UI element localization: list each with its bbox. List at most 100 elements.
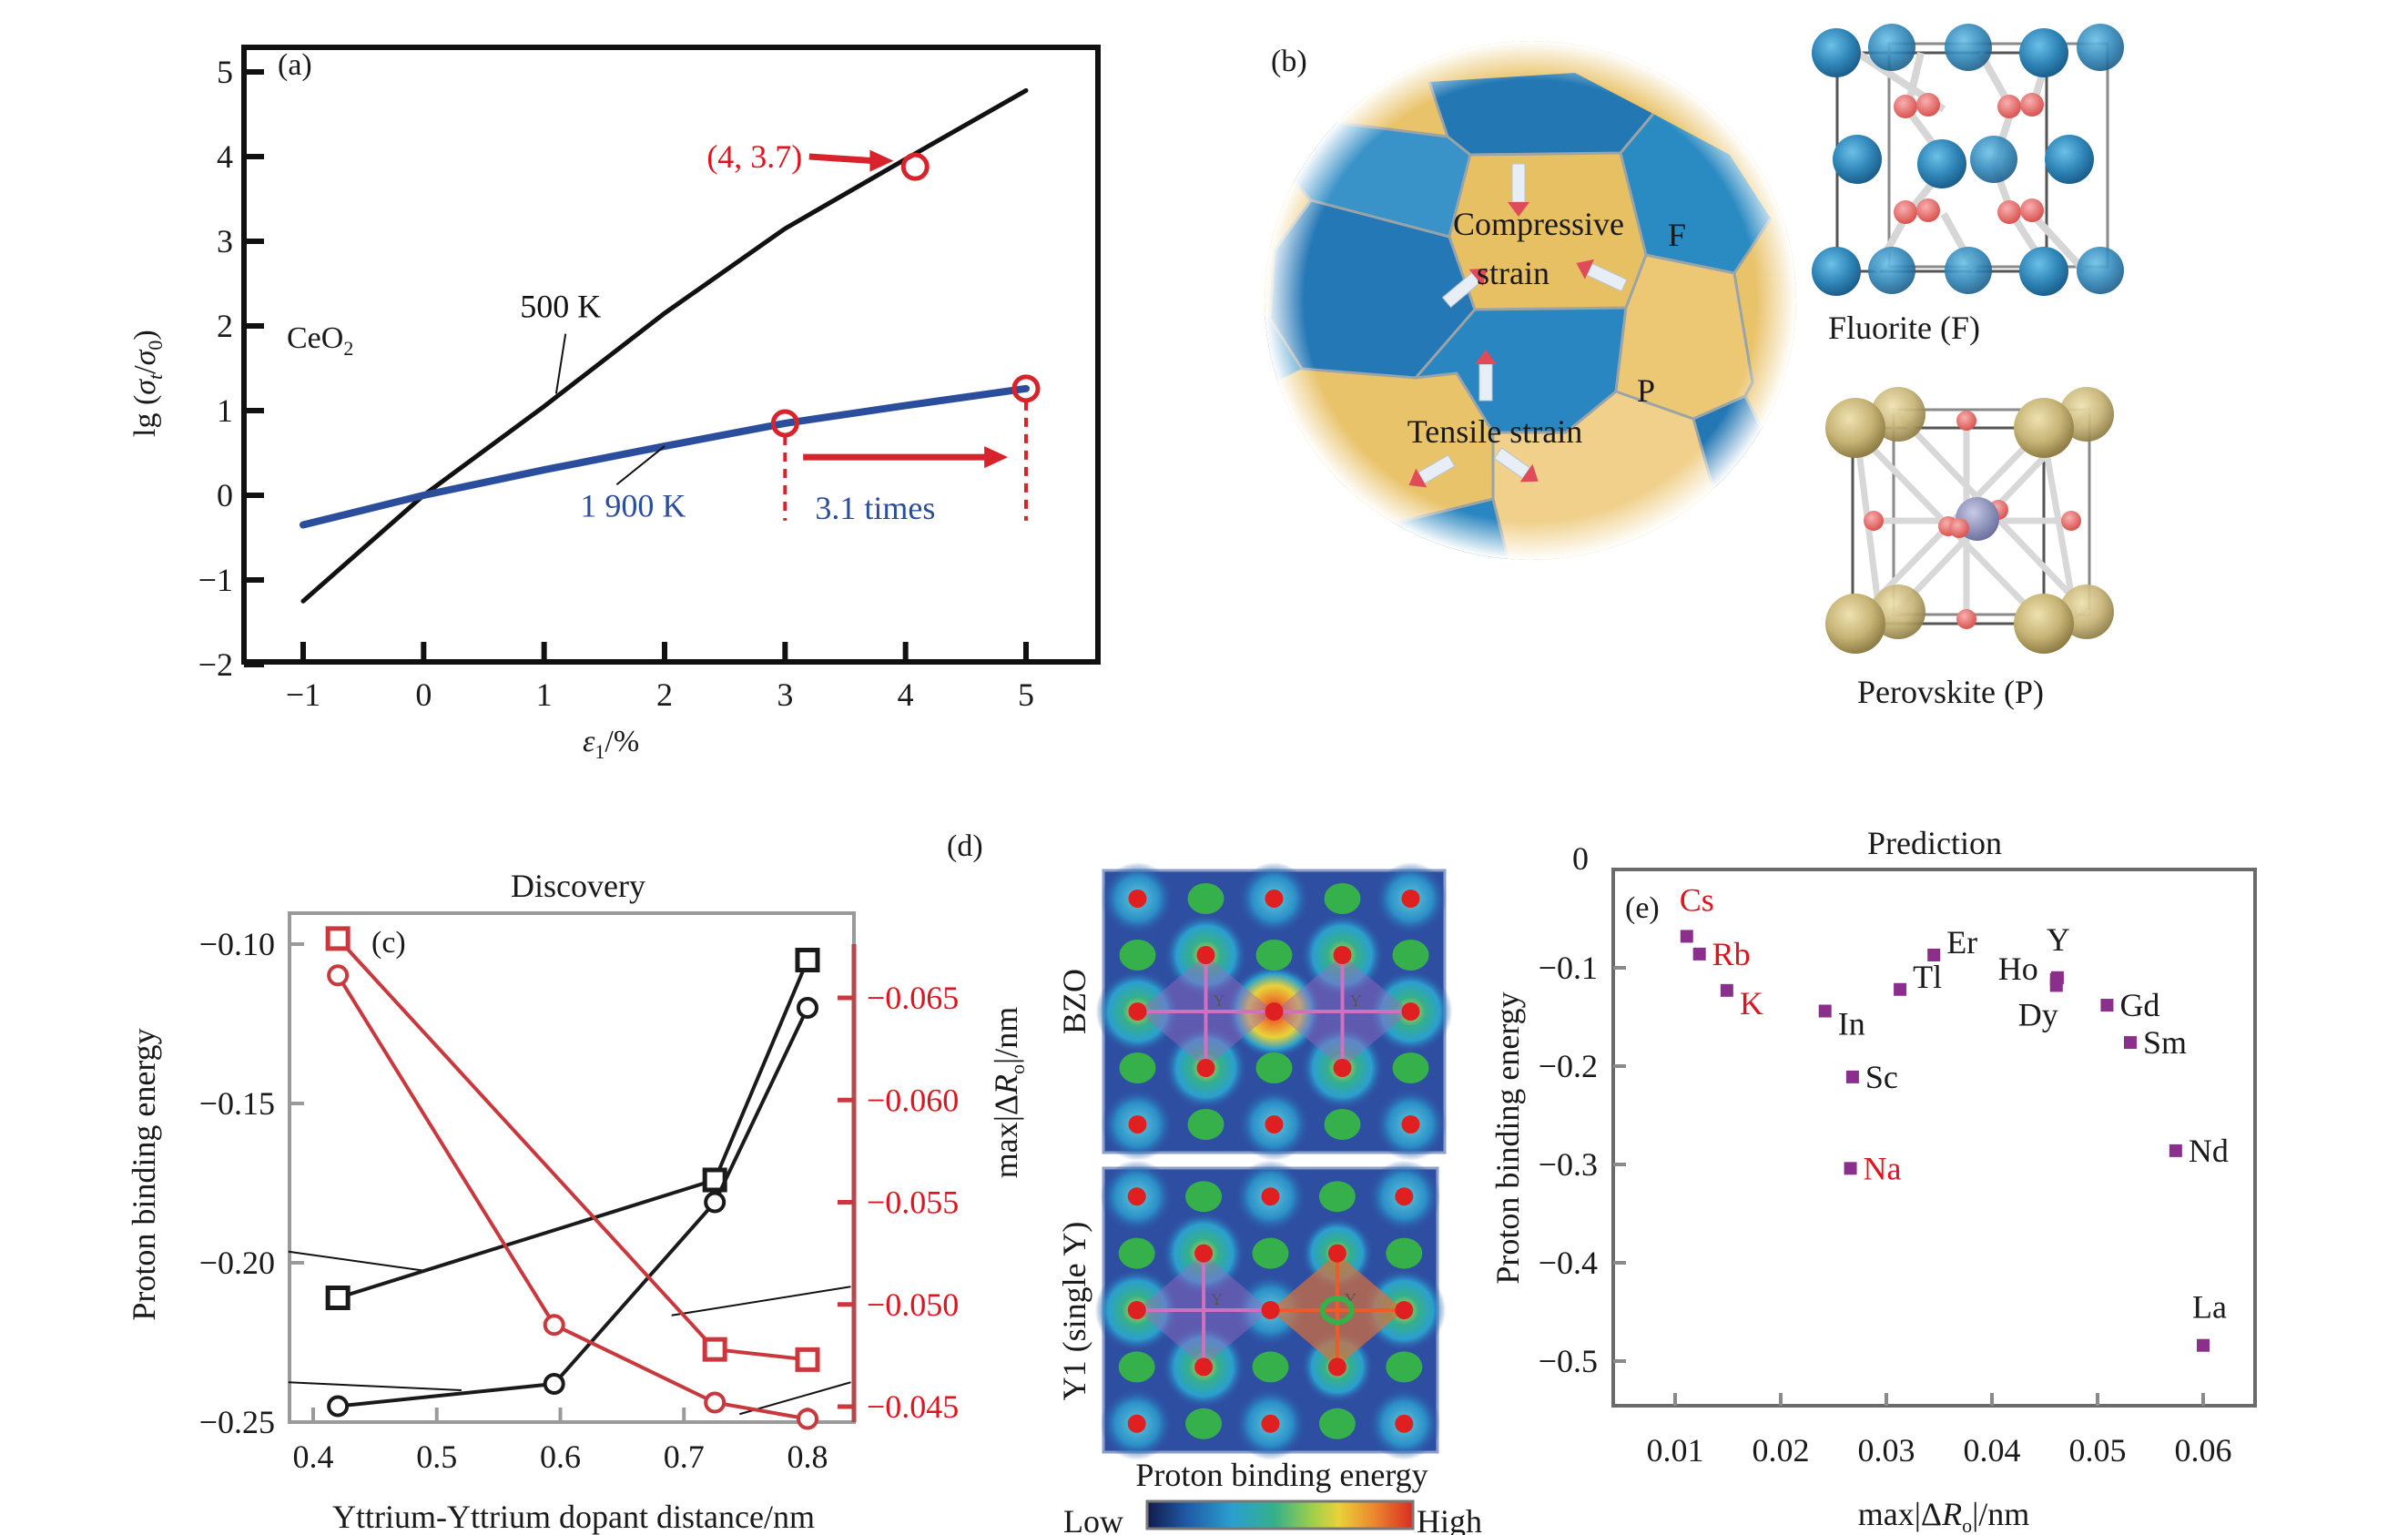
panel-e-label: (e) — [1625, 891, 1660, 925]
series-pointer-line — [288, 1381, 462, 1391]
y-tick-label: 5 — [217, 54, 233, 90]
oxygen-site — [1127, 1187, 1146, 1206]
cation-site — [1318, 1408, 1356, 1439]
cation-site — [1119, 1052, 1156, 1083]
y-tick-label: 1 — [217, 392, 233, 429]
anion-atom — [1997, 95, 2021, 118]
data-point-in — [1818, 1004, 1832, 1018]
perovskite-grain-label: P — [1637, 372, 1655, 409]
single-y-site — [1319, 1296, 1355, 1325]
cation-site — [1318, 1181, 1356, 1213]
y-tick-label-left: −0.20 — [199, 1245, 275, 1281]
y-tick-label: −0.2 — [1539, 1048, 1598, 1084]
highlight-circle — [900, 152, 930, 181]
oxygen-site — [1194, 1244, 1214, 1263]
panel-a-frame — [241, 45, 1101, 665]
point-label-sc: Sc — [1865, 1059, 1898, 1095]
point-label-sm: Sm — [2143, 1024, 2187, 1061]
panel-c-ticks: 0.4 0.5 0.6 0.7 0.8 −0.10 −0.15 −0.20 −0.25 −0.06… — [199, 926, 960, 1475]
panel-a-ticks: −1 0 1 2 3 4 5 −2 −1 0 1 2 3 4 5 — [198, 54, 1034, 713]
x-tick-label: 3 — [777, 676, 793, 713]
y-tick-label: −0.4 — [1539, 1245, 1598, 1281]
oxygen-site — [1196, 946, 1215, 964]
bzo-row-label: BZO — [1056, 969, 1092, 1034]
spacer — [2068, 89, 2075, 97]
oxygen-site — [1127, 1414, 1146, 1433]
cation-site — [1187, 1109, 1224, 1140]
dopant-label: Y — [1214, 991, 1225, 1010]
panel-a-y-axis-label: lg (σt/σ0) — [128, 330, 167, 437]
oxygen-site — [1401, 889, 1420, 908]
data-point-circle — [797, 997, 818, 1019]
x-tick-label: 0.8 — [787, 1438, 828, 1475]
x-tick-label: 0.5 — [416, 1438, 457, 1475]
data-point-tl — [1894, 982, 1907, 996]
cation-atom — [2019, 28, 2068, 77]
annotation-text: (4, 3.7) — [706, 138, 802, 175]
y-tick-label: 0 — [1572, 840, 1589, 877]
cation-site — [1118, 1351, 1155, 1383]
panel-c-series — [288, 926, 851, 1430]
cation-atom — [1868, 24, 1915, 71]
y-tick-label: −0.5 — [1539, 1343, 1598, 1379]
anion-atom — [2020, 198, 2044, 222]
compressive-strain-label: Compressive — [1453, 206, 1624, 242]
data-point-square — [795, 1347, 820, 1372]
y1-row-label: Y1 (single Y) — [1056, 1222, 1092, 1401]
cation-site — [1392, 1052, 1429, 1083]
annotation-text: 3.1 times — [815, 490, 935, 526]
cation-site — [1252, 1351, 1289, 1383]
cation-site — [1252, 1237, 1289, 1269]
data-point-circle — [797, 1408, 818, 1430]
series-line-black-circles — [337, 1007, 809, 1408]
point-label-k: K — [1740, 985, 1763, 1022]
cation-site — [1392, 940, 1429, 971]
oxygen-site — [1401, 1002, 1420, 1021]
y-tick-label-right: −0.065 — [867, 980, 959, 1016]
series-pointer-line — [288, 1250, 425, 1272]
data-point-circle — [543, 1373, 565, 1395]
anion-atom — [1916, 198, 1940, 222]
point-label-na: Na — [1864, 1150, 1902, 1186]
anion-atom — [2020, 93, 2044, 117]
perovskite-label: Perovskite (P) — [1857, 674, 2044, 710]
point-label-tl: Tl — [1913, 959, 1942, 995]
point-label-rb: Rb — [1712, 936, 1751, 972]
data-point-circle — [327, 964, 350, 987]
series-pointer-line — [671, 1286, 851, 1316]
cation-site — [1187, 883, 1224, 914]
a-site-atom — [1825, 594, 1885, 654]
y-tick-label-left: −0.25 — [199, 1404, 275, 1440]
cation-atom — [2077, 247, 2124, 294]
x-tick-label: 0.03 — [1858, 1432, 1915, 1469]
panel-c-y-axis-label-right: max|ΔRo|/nm — [988, 1007, 1029, 1179]
panel-a-material-label: CeO2 — [287, 321, 353, 360]
x-tick-label: 4 — [898, 676, 914, 713]
x-tick-label: 0.02 — [1753, 1432, 1810, 1469]
tensile-arrow-downright-icon — [1493, 447, 1539, 483]
anion-atom — [1956, 411, 1976, 431]
data-point-la — [2197, 1338, 2210, 1352]
anion-atom — [1916, 93, 1940, 117]
data-point-nd — [2169, 1144, 2182, 1157]
tensile-arrow-up-icon — [1475, 350, 1497, 402]
oxygen-site — [1395, 1301, 1414, 1319]
cation-atom — [1945, 24, 1992, 71]
cation-atom — [1917, 139, 1966, 188]
oxygen-site — [1196, 1059, 1215, 1077]
anion-atom — [1894, 95, 1917, 118]
cation-atom — [1868, 247, 1915, 294]
x-tick-label: 0.06 — [2175, 1432, 2232, 1469]
colorbar-low-label: Low — [1063, 1503, 1123, 1535]
panel-a-x-axis-label: ε1/% — [583, 725, 639, 763]
anion-atom — [1997, 200, 2021, 224]
highlight-circle — [1011, 374, 1041, 403]
dopant-label: Y — [1211, 1290, 1223, 1308]
x-tick-label: 2 — [656, 676, 673, 713]
oxygen-site — [1395, 1187, 1414, 1206]
y-tick-label: −1 — [198, 562, 233, 598]
arrow-head-icon — [869, 149, 894, 172]
series-label-pointer — [615, 445, 666, 486]
data-point-sc — [1845, 1070, 1859, 1083]
